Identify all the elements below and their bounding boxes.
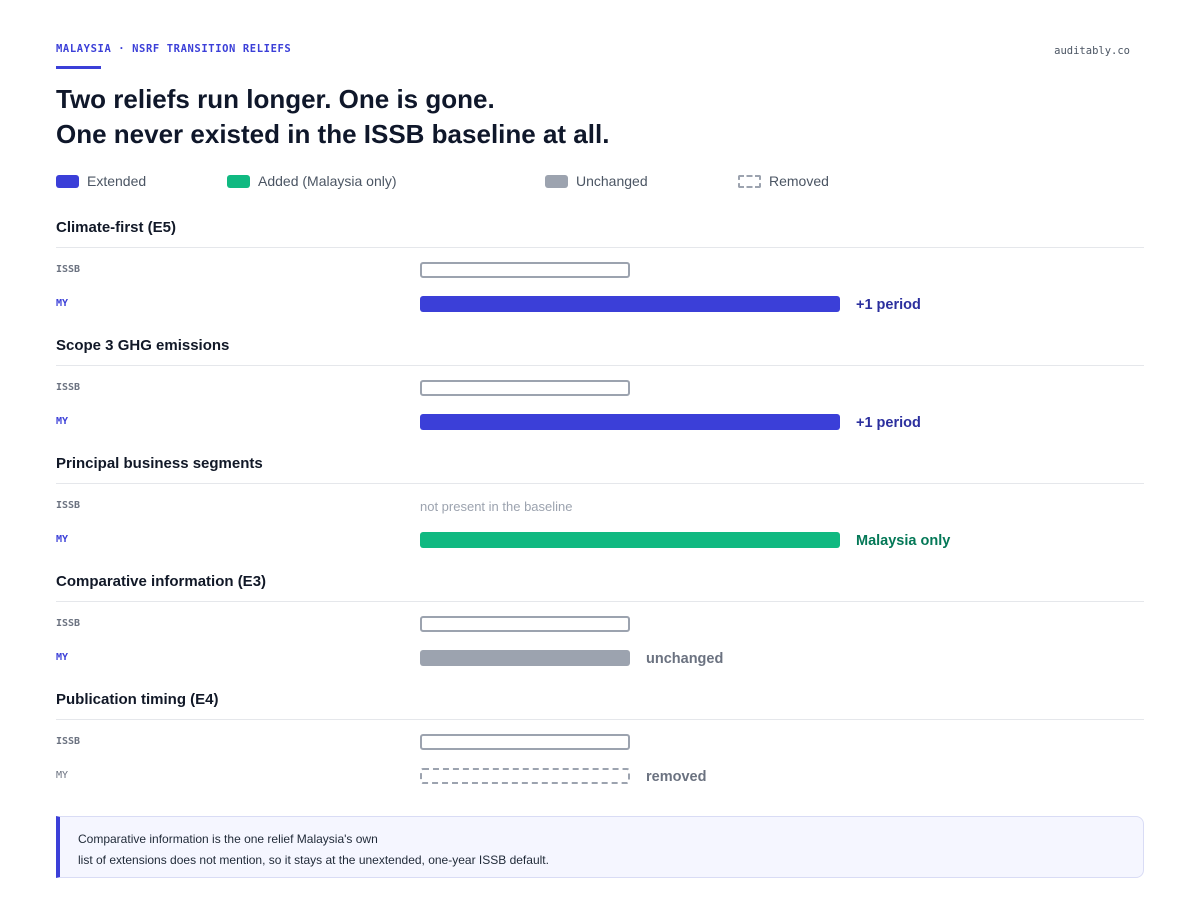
legend: Extended Added (Malaysia only) Unchanged… <box>56 172 1144 190</box>
group-divider <box>56 601 1144 602</box>
legend-label-extended: Extended <box>87 173 147 189</box>
row-label-issb: ISSB <box>56 618 81 629</box>
group-divider <box>56 483 1144 484</box>
legend-item-removed: Removed <box>738 172 829 190</box>
legend-label-unchanged: Unchanged <box>576 173 648 189</box>
group-divider <box>56 719 1144 720</box>
legend-item-unchanged: Unchanged <box>545 172 648 190</box>
legend-swatch-removed <box>738 174 761 188</box>
row-label-issb: ISSB <box>56 264 81 275</box>
relief-group: Publication timing (E4) ISSB MY removed <box>56 682 1144 800</box>
group-title: Comparative information (E3) <box>56 573 267 590</box>
delta-label: removed <box>646 769 707 785</box>
legend-swatch-extended <box>56 174 79 188</box>
title-line-1: Two reliefs run longer. One is gone. <box>56 84 495 114</box>
chart-groups: Climate-first (E5) ISSB MY +1 period Scope 3… <box>56 210 1144 800</box>
relief-group: Climate-first (E5) ISSB MY +1 period <box>56 210 1144 328</box>
legend-swatch-unchanged <box>545 174 568 188</box>
row-label-my: MY <box>56 298 69 309</box>
bar-issb <box>420 734 630 750</box>
group-title: Climate-first (E5) <box>56 219 177 236</box>
delta-label: +1 period <box>856 297 921 313</box>
brand-label: auditably.co <box>1054 45 1130 57</box>
bar-issb <box>420 262 630 278</box>
legend-label-removed: Removed <box>769 173 829 189</box>
legend-item-extended: Extended <box>56 172 146 190</box>
legend-item-added: Added (Malaysia only) <box>227 172 397 190</box>
group-divider <box>56 365 1144 366</box>
delta-label: +1 period <box>856 415 921 431</box>
row-label-my: MY <box>56 770 69 781</box>
bar-issb <box>420 616 630 632</box>
bar-my-removed <box>420 768 630 784</box>
footnote-line-2: list of extensions does not mention, so … <box>78 853 549 867</box>
footnote-line-1: Comparative information is the one relie… <box>78 832 378 846</box>
legend-swatch-added <box>227 174 250 188</box>
bar-my-extended <box>420 414 840 430</box>
page-title: Two reliefs run longer. One is gone. One… <box>56 82 1056 152</box>
delta-label: Malaysia only <box>856 533 951 549</box>
group-divider <box>56 247 1144 248</box>
bar-issb <box>420 380 630 396</box>
relief-group: Comparative information (E3) ISSB MY unchan… <box>56 564 1144 682</box>
bar-my-unchanged <box>420 650 630 666</box>
row-label-my: MY <box>56 416 69 427</box>
row-label-my: MY <box>56 534 69 545</box>
eyebrow-label: MALAYSIA · NSRF TRANSITION RELIEFS <box>56 43 292 55</box>
row-label-my: MY <box>56 652 69 663</box>
row-label-issb: ISSB <box>56 382 81 393</box>
group-title: Publication timing (E4) <box>56 691 219 708</box>
relief-group: Principal business segments ISSB MY not pre… <box>56 446 1144 564</box>
legend-label-added: Added (Malaysia only) <box>258 173 397 189</box>
bar-my-added <box>420 532 840 548</box>
row-label-issb: ISSB <box>56 500 81 511</box>
delta-label: unchanged <box>646 651 724 667</box>
page: MALAYSIA · NSRF TRANSITION RELIEFS audit… <box>56 0 1144 910</box>
group-title: Scope 3 GHG emissions <box>56 337 230 354</box>
relief-group: Scope 3 GHG emissions ISSB MY +1 period <box>56 328 1144 446</box>
row-label-issb: ISSB <box>56 736 81 747</box>
bar-my-extended <box>420 296 840 312</box>
baseline-absent-note: not present in the baseline <box>420 499 573 514</box>
group-title: Principal business segments <box>56 455 263 472</box>
footnote-callout: Comparative information is the one relie… <box>56 816 1144 878</box>
eyebrow-underline <box>56 66 101 69</box>
title-line-2: One never existed in the ISSB baseline a… <box>56 119 610 149</box>
